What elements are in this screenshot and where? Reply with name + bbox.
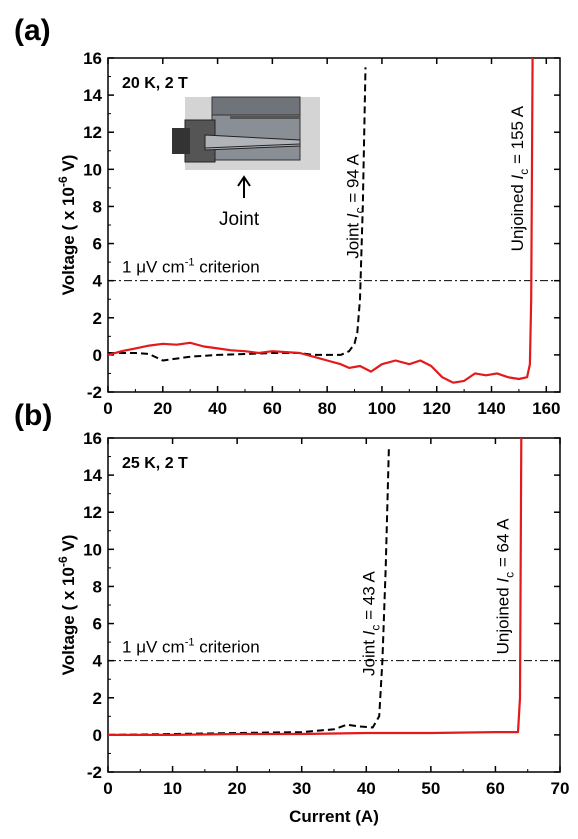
x-tick-label-a: 120 <box>423 399 451 418</box>
unjoined-curve-b <box>108 437 523 736</box>
y-tick-label-b: 2 <box>93 689 102 708</box>
criterion-label-a: 1 μV cm-1 criterion <box>122 257 260 277</box>
y-tick-label-a: 16 <box>83 49 102 68</box>
unjoined-ic-label-b: Unjoined Ic = 64 A <box>493 518 516 655</box>
x-tick-label-b: 60 <box>486 779 505 798</box>
inset-label: Joint <box>219 209 260 230</box>
y-tick-label-b: 0 <box>93 726 102 745</box>
x-tick-label-a: 20 <box>153 399 172 418</box>
x-tick-label-b: 0 <box>103 779 112 798</box>
y-tick-label-b: -2 <box>87 763 102 782</box>
inset-taper <box>204 134 301 151</box>
x-tick-label-a: 140 <box>477 399 505 418</box>
y-tick-label-a: 0 <box>93 346 102 365</box>
joint-ic-label-b: Joint Ic = 43 A <box>360 571 383 676</box>
y-tick-label-b: 8 <box>93 577 102 596</box>
y-tick-label-a: 2 <box>93 309 102 328</box>
x-tick-label-a: 160 <box>532 399 560 418</box>
x-tick-label-a: 40 <box>208 399 227 418</box>
inset-arrow-head <box>237 175 251 187</box>
y-tick-label-b: 16 <box>83 429 102 448</box>
inset-gap <box>230 116 300 119</box>
y-axis-title-b: Voltage ( x 10-6 V) <box>56 535 78 676</box>
x-tick-label-a: 80 <box>318 399 337 418</box>
plot-frame-b <box>107 437 561 773</box>
inset-joint-diagram: Joint <box>172 96 320 230</box>
x-tick-label-b: 10 <box>163 779 182 798</box>
panel-b-label: (b) <box>14 399 52 432</box>
joint-ic-label-a: Joint Ic = 94 A <box>344 153 367 258</box>
criterion-label-b: 1 μV cm-1 criterion <box>122 637 260 657</box>
y-tick-label-a: 14 <box>83 86 102 105</box>
y-tick-label-b: 12 <box>83 503 102 522</box>
y-tick-label-a: 8 <box>93 197 102 216</box>
inset-top-plate <box>211 96 301 116</box>
x-tick-label-b: 70 <box>551 779 570 798</box>
condition-label-b: 25 K, 2 T <box>122 455 188 472</box>
y-tick-label-b: 10 <box>83 540 102 559</box>
x-tick-label-b: 20 <box>228 779 247 798</box>
x-tick-label-b: 40 <box>357 779 376 798</box>
y-tick-label-a: 6 <box>93 235 102 254</box>
unjoined-ic-label-a: Unjoined Ic = 155 A <box>508 105 531 251</box>
y-tick-label-a: -2 <box>87 383 102 402</box>
x-tick-label-b: 50 <box>421 779 440 798</box>
y-tick-label-b: 6 <box>93 615 102 634</box>
y-tick-label-a: 10 <box>83 160 102 179</box>
y-tick-label-a: 4 <box>93 272 103 291</box>
x-tick-label-a: 0 <box>103 399 112 418</box>
y-tick-label-b: 4 <box>93 652 103 671</box>
x-axis-title: Current (A) <box>289 807 379 826</box>
panel-a-label: (a) <box>14 14 51 47</box>
x-tick-label-a: 100 <box>368 399 396 418</box>
x-tick-label-b: 30 <box>292 779 311 798</box>
condition-label-a: 20 K, 2 T <box>122 75 188 92</box>
unjoined-curve-a <box>107 57 534 384</box>
inset-line <box>204 143 301 149</box>
y-tick-label-b: 14 <box>83 466 102 485</box>
plot-frame-a <box>107 57 561 393</box>
inset-step <box>172 128 190 154</box>
joint-curve-b <box>107 447 390 736</box>
x-tick-label-a: 60 <box>263 399 282 418</box>
y-axis-title-a: Voltage ( x 10-6 V) <box>56 155 78 296</box>
y-tick-label-a: 12 <box>83 123 102 142</box>
